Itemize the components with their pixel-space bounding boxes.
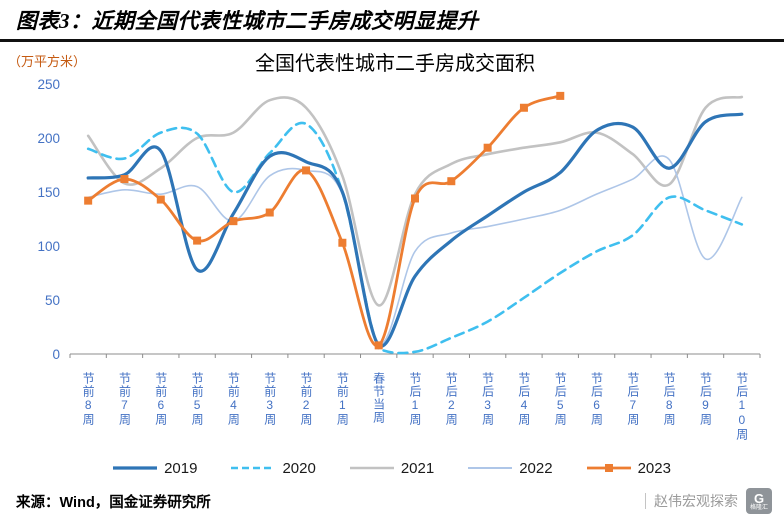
x-axis-label: 节后7周 <box>615 372 651 454</box>
x-axis-label-text: 节后1周 <box>407 372 422 426</box>
series-2023-marker <box>302 166 311 175</box>
legend-label: 2019 <box>164 459 198 477</box>
watermark-divider <box>645 493 646 509</box>
series-2023-marker <box>556 91 565 100</box>
series-2020-line <box>86 121 744 355</box>
x-axis-label: 节后3周 <box>469 372 505 454</box>
legend-marker <box>604 464 613 472</box>
series-2023-line <box>86 94 562 347</box>
x-axis-label-text: 节前2周 <box>299 372 314 426</box>
x-axis-label: 节前1周 <box>324 372 360 454</box>
x-axis-label-text: 节后9周 <box>698 372 713 426</box>
chart-canvas: （万平方米） 全国代表性城市二手房成交面积 0 50 100 150 200 250 <box>8 52 761 362</box>
x-axis-label: 节后6周 <box>578 372 614 454</box>
x-axis-label-text: 节前8周 <box>81 372 96 426</box>
x-axis-label: 节前7周 <box>106 372 142 454</box>
x-axis-label: 节后2周 <box>433 372 469 454</box>
y-tick-label: 150 <box>37 185 60 200</box>
legend-label: 2022 <box>519 459 553 477</box>
legend-sample-2020 <box>231 466 276 470</box>
series-2023-marker <box>374 341 383 350</box>
legend-item-2020: 2020 <box>231 459 316 477</box>
x-axis-label: 节后10周 <box>724 372 760 454</box>
x-axis-label: 节后9周 <box>687 372 723 454</box>
x-axis-label-text: 春节当周 <box>371 372 386 424</box>
chart-legend: 2019 2020 2021 2022 2023 <box>0 454 784 482</box>
x-axis-label-text: 节前6周 <box>153 372 168 426</box>
x-axis-label: 节后8周 <box>651 372 687 454</box>
x-axis-label-text: 节后2周 <box>444 372 459 426</box>
legend-sample-2023 <box>586 464 631 472</box>
x-axis-label: 节后5周 <box>542 372 578 454</box>
x-axis-label: 节前6周 <box>143 372 179 454</box>
x-axis-label-text: 节后3周 <box>480 372 495 426</box>
x-axis-label-text: 节前4周 <box>226 372 241 426</box>
series-2022-line <box>87 155 743 345</box>
x-axis-label: 节前3周 <box>252 372 288 454</box>
legend-item-2023: 2023 <box>586 459 671 477</box>
y-tick-label: 200 <box>37 131 60 146</box>
x-axis-label-text: 节后6周 <box>589 372 604 426</box>
series-2023-marker <box>156 195 165 204</box>
figure-footer: 来源：Wind，国金证券研究所 赵伟宏观探索 G 格隆汇 <box>0 482 784 520</box>
logo-caption: 格隆汇 <box>749 504 768 511</box>
x-axis-label: 春节当周 <box>361 372 397 454</box>
y-axis-unit-label: （万平方米） <box>8 54 86 69</box>
series-2023-marker <box>84 196 93 205</box>
x-axis-label: 节后1周 <box>397 372 433 454</box>
figure-title: 图表3：近期全国代表性城市二手房成交明显提升 <box>16 9 479 33</box>
legend-item-2019: 2019 <box>113 460 197 477</box>
x-axis-label-text: 节前7周 <box>117 372 132 426</box>
series-2023-marker <box>447 177 456 186</box>
x-axis-label-text: 节前5周 <box>190 372 205 426</box>
series-2023-marker <box>265 208 274 217</box>
series-2023-marker <box>483 143 492 152</box>
x-axis-label-text: 节后4周 <box>516 372 531 426</box>
x-axis-label-text: 节后7周 <box>625 372 640 426</box>
series-2019-line <box>86 112 744 348</box>
logo-letter: G <box>753 490 765 506</box>
y-tick-label: 0 <box>52 347 60 362</box>
gelonghui-logo-icon: G 格隆汇 <box>746 488 772 514</box>
series-2023-marker <box>193 236 202 245</box>
series-2023-marker <box>120 175 129 184</box>
series-2023-marker <box>411 194 419 203</box>
series-2023-marker <box>229 217 238 226</box>
x-axis-label: 节后4周 <box>506 372 542 454</box>
chart-title: 全国代表性城市二手房成交面积 <box>255 52 535 75</box>
legend-item-2022: 2022 <box>468 459 553 477</box>
watermark-text: 赵伟宏观探索 <box>654 493 738 509</box>
legend-label: 2021 <box>400 459 435 477</box>
legend-label: 2020 <box>282 459 316 477</box>
x-axis-label-text: 节后5周 <box>553 372 568 426</box>
figure-header: 图表3：近期全国代表性城市二手房成交明显提升 <box>0 0 784 42</box>
series-2023-marker <box>338 238 347 247</box>
x-axis-label: 节前2周 <box>288 372 324 454</box>
y-tick-label: 250 <box>37 77 60 92</box>
series-2023-marker <box>519 103 528 112</box>
source-note: 来源：Wind，国金证券研究所 <box>16 494 211 511</box>
x-axis-label-text: 节后8周 <box>662 372 677 426</box>
legend-sample-2021 <box>349 466 394 470</box>
x-axis-label: 节前4周 <box>215 372 251 454</box>
y-tick-label: 50 <box>45 293 60 308</box>
y-tick-label: 100 <box>37 239 60 254</box>
x-axis-label-text: 节前1周 <box>335 372 350 426</box>
watermark: 赵伟宏观探索 G 格隆汇 <box>645 488 772 514</box>
legend-item-2021: 2021 <box>349 459 435 477</box>
legend-sample-2019 <box>113 466 158 470</box>
x-axis-label-text: 节后10周 <box>734 372 749 441</box>
legend-label: 2023 <box>637 459 671 477</box>
x-axis-labels: 节前8周 节前7周 节前6周 节前5周 节前4周 节前3周 节前2周 节前1周 春节当周 节后1周… <box>70 372 760 454</box>
x-axis-label-text: 节前3周 <box>262 372 277 426</box>
x-axis-label: 节前8周 <box>70 372 106 454</box>
legend-sample-2022 <box>468 467 513 469</box>
x-axis-label: 节前5周 <box>179 372 215 454</box>
